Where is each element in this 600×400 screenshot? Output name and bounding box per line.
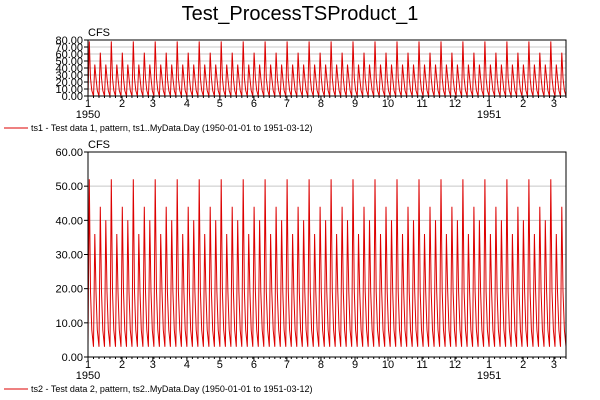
x-tick-label: 2 [520, 359, 526, 371]
x-tick-label: 1 [85, 359, 91, 371]
x-tick-label: 2 [520, 98, 526, 110]
chart-panel-1: 0.0010.0020.0030.0040.0050.0060.0070.008… [4, 27, 567, 133]
y-tick-label: 70.00 [55, 42, 83, 54]
x-tick-label: 9 [352, 98, 358, 110]
y-tick-label: 40.00 [55, 215, 83, 227]
year-label: 1951 [477, 370, 501, 382]
x-tick-label: 6 [251, 98, 257, 110]
plot-frame [87, 151, 567, 358]
x-tick-label: 8 [318, 98, 324, 110]
x-tick-label: 3 [551, 98, 557, 110]
x-tick-label: 1 [486, 359, 492, 371]
x-tick-label: 7 [284, 359, 290, 371]
y-tick-label: 0.00 [62, 91, 83, 103]
x-tick-label: 4 [184, 359, 190, 371]
y-tick-label: 20.00 [55, 284, 83, 296]
x-tick-label: 10 [382, 98, 394, 110]
x-tick-label: 2 [119, 359, 125, 371]
y-tick-label: 0.00 [62, 352, 83, 364]
y-tick-label: 20.00 [55, 77, 83, 89]
x-tick-label: 11 [416, 359, 427, 371]
y-tick-label: 10.00 [55, 318, 83, 330]
x-tick-label: 3 [150, 98, 156, 110]
year-label: 1951 [477, 109, 501, 121]
x-tick-label: 2 [119, 98, 125, 110]
y-tick-label: 60.00 [55, 49, 83, 61]
year-label: 1950 [76, 370, 100, 382]
y-tick-label: 30.00 [55, 70, 83, 82]
y-tick-label: 80.00 [55, 35, 83, 47]
x-tick-label: 7 [284, 98, 290, 110]
y-tick-label: 50.00 [55, 181, 83, 193]
x-tick-label: 9 [352, 359, 358, 371]
y-tick-label: 60.00 [55, 147, 83, 159]
y-tick-label: 50.00 [55, 56, 83, 68]
x-tick-label: 4 [184, 98, 190, 110]
plot-frame [87, 39, 567, 97]
y-tick-label: 30.00 [55, 250, 83, 262]
legend-label: ts1 - Test data 1, pattern, ts1..MyData.… [31, 123, 313, 133]
x-tick-label: 6 [251, 359, 257, 371]
legend-label: ts2 - Test data 2, pattern, ts2..MyData.… [31, 384, 313, 394]
x-tick-label: 1 [85, 98, 91, 110]
x-tick-label: 5 [217, 359, 223, 371]
year-label: 1950 [76, 109, 100, 121]
x-tick-label: 5 [217, 98, 223, 110]
y-tick-label: 10.00 [55, 84, 83, 96]
y-unit-label: CFS [88, 27, 110, 39]
x-tick-label: 3 [551, 359, 557, 371]
y-tick-label: 40.00 [55, 63, 83, 75]
x-tick-label: 12 [449, 98, 461, 110]
x-tick-label: 3 [150, 359, 156, 371]
series-line [87, 179, 567, 347]
x-tick-label: 8 [318, 359, 324, 371]
x-tick-label: 1 [486, 98, 492, 110]
y-unit-label: CFS [88, 139, 110, 151]
series-line [87, 41, 567, 97]
chart-title: Test_ProcessTSProduct_1 [181, 3, 419, 25]
x-tick-label: 10 [382, 359, 394, 371]
x-tick-label: 11 [416, 98, 427, 110]
x-tick-label: 12 [449, 359, 461, 371]
